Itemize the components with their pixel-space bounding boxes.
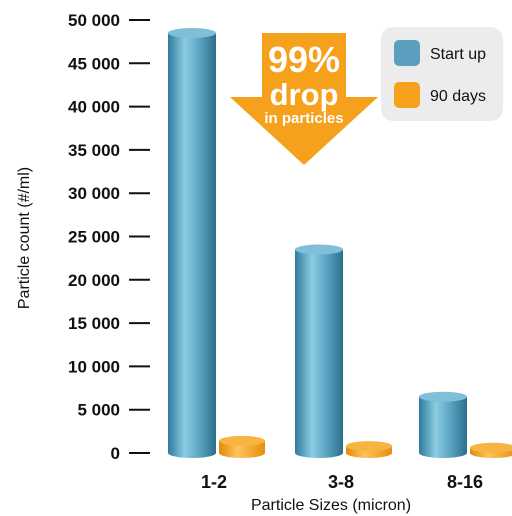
y-tick-label: 25 000	[68, 228, 120, 247]
y-axis-title: Particle count (#/ml)	[16, 167, 33, 309]
bar-start-up-3-8	[295, 244, 343, 458]
bar-start-up-8-16	[419, 391, 467, 458]
legend-swatch-start-up	[394, 40, 420, 66]
x-axis-title: Particle Sizes (micron)	[251, 497, 411, 514]
legend-label-90-days: 90 days	[430, 88, 486, 105]
y-tick-label: 15 000	[68, 314, 120, 333]
bar-start-up-1-2	[168, 27, 216, 459]
legend-label-start-up: Start up	[430, 46, 486, 63]
y-tick-label: 50 000	[68, 11, 120, 30]
y-tick-label: 0	[111, 444, 120, 463]
drop-annotation: 99% drop in particles	[230, 33, 378, 165]
legend: Start up 90 days	[381, 27, 503, 121]
bar-body	[295, 249, 343, 458]
x-tick-label: 1-2	[201, 472, 227, 492]
y-axis: 0 5 000 10 000 15 000 20 000 25 000 30 000 35 0…	[68, 11, 150, 463]
y-tick-label: 10 000	[68, 357, 120, 376]
bar-body	[419, 396, 467, 458]
bar-top	[295, 244, 343, 255]
bar-top	[219, 435, 265, 446]
x-tick-label: 3-8	[328, 472, 354, 492]
x-tick-label: 8-16	[447, 472, 483, 492]
bar-90-days-3-8	[346, 441, 392, 458]
bar-top	[168, 27, 216, 38]
bar-body	[168, 32, 216, 459]
y-tick-label: 20 000	[68, 271, 120, 290]
bar-top	[346, 441, 392, 452]
y-tick-label: 30 000	[68, 184, 120, 203]
bar-top	[470, 442, 512, 453]
y-tick-label: 5 000	[77, 401, 120, 420]
y-tick-label: 45 000	[68, 54, 120, 73]
legend-swatch-90-days	[394, 82, 420, 108]
bar-top	[419, 391, 467, 402]
bar-90-days-1-2	[219, 435, 265, 458]
bars	[168, 27, 512, 459]
y-tick-label: 40 000	[68, 98, 120, 117]
y-tick-label: 35 000	[68, 141, 120, 160]
x-axis-labels: 1-2 3-8 8-16	[201, 472, 483, 492]
annotation-drop: drop	[270, 77, 339, 112]
annotation-percent: 99%	[268, 39, 340, 80]
down-arrow-icon	[230, 33, 378, 165]
annotation-subtext: in particles	[264, 110, 343, 127]
bar-90-days-8-16	[470, 442, 512, 458]
